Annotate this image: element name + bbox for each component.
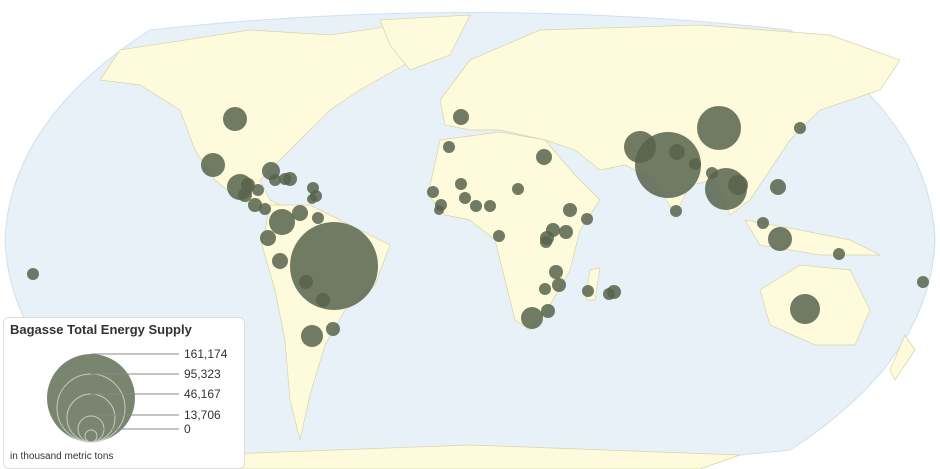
country-bubble[interactable] xyxy=(770,179,786,195)
country-bubble[interactable] xyxy=(790,294,820,324)
country-bubble[interactable] xyxy=(635,132,701,198)
country-bubble[interactable] xyxy=(470,200,482,212)
land-new-zealand xyxy=(889,334,916,381)
country-bubble[interactable] xyxy=(540,236,552,248)
country-bubble[interactable] xyxy=(223,107,247,131)
country-bubble[interactable] xyxy=(484,200,496,212)
country-bubble[interactable] xyxy=(269,174,281,186)
country-bubble[interactable] xyxy=(272,253,288,269)
country-bubble[interactable] xyxy=(301,325,323,347)
legend-circles xyxy=(47,353,179,443)
country-bubble[interactable] xyxy=(833,248,845,260)
legend-value: 95,323 xyxy=(184,367,221,381)
country-bubble[interactable] xyxy=(689,158,701,170)
country-bubble[interactable] xyxy=(248,198,262,212)
country-bubble[interactable] xyxy=(549,265,563,279)
country-bubble[interactable] xyxy=(260,230,276,246)
country-bubble[interactable] xyxy=(201,153,225,177)
country-bubble[interactable] xyxy=(563,203,577,217)
legend-title: Bagasse Total Energy Supply xyxy=(10,322,192,337)
country-bubble[interactable] xyxy=(582,285,594,297)
country-bubble[interactable] xyxy=(299,275,313,289)
country-bubble[interactable] xyxy=(307,194,317,204)
country-bubble[interactable] xyxy=(312,212,324,224)
country-bubble[interactable] xyxy=(290,222,378,310)
country-bubble[interactable] xyxy=(607,285,621,299)
country-bubble[interactable] xyxy=(27,268,39,280)
legend-value: 13,706 xyxy=(184,408,221,422)
country-bubble[interactable] xyxy=(581,213,593,225)
country-bubble[interactable] xyxy=(493,230,505,242)
country-bubble[interactable] xyxy=(326,322,340,336)
country-bubble[interactable] xyxy=(455,178,467,190)
country-bubble[interactable] xyxy=(259,203,271,215)
legend-value: 46,167 xyxy=(184,387,221,401)
country-bubble[interactable] xyxy=(238,188,252,202)
country-bubble[interactable] xyxy=(269,209,295,235)
country-bubble[interactable] xyxy=(559,225,573,239)
country-bubble[interactable] xyxy=(512,183,524,195)
legend-circle-0 xyxy=(84,429,98,443)
land-greenland xyxy=(379,14,471,71)
country-bubble[interactable] xyxy=(521,307,543,329)
country-bubble[interactable] xyxy=(541,304,555,318)
country-bubble[interactable] xyxy=(427,186,439,198)
country-bubble[interactable] xyxy=(697,106,741,150)
country-bubble[interactable] xyxy=(917,276,929,288)
legend-value: 161,174 xyxy=(184,347,228,361)
legend-unit-note: in thousand metric tons xyxy=(10,451,114,462)
country-bubble[interactable] xyxy=(453,109,469,125)
country-bubble[interactable] xyxy=(459,192,471,204)
country-bubble[interactable] xyxy=(794,122,806,134)
country-bubble[interactable] xyxy=(706,167,718,179)
legend: Bagasse Total Energy Supply 161,174 95,3… xyxy=(3,317,245,469)
country-bubble[interactable] xyxy=(443,141,455,153)
legend-value: 0 xyxy=(184,422,191,436)
country-bubble[interactable] xyxy=(536,149,552,165)
country-bubble[interactable] xyxy=(669,144,685,160)
country-bubble[interactable] xyxy=(292,205,308,221)
country-bubble[interactable] xyxy=(768,227,792,251)
country-bubble[interactable] xyxy=(757,217,769,229)
country-bubble[interactable] xyxy=(279,173,291,185)
legend-circle-161174 xyxy=(47,354,135,442)
country-bubble[interactable] xyxy=(670,205,682,217)
country-bubble[interactable] xyxy=(434,205,444,215)
country-bubble[interactable] xyxy=(728,175,748,195)
country-bubble[interactable] xyxy=(552,278,566,292)
country-bubble[interactable] xyxy=(252,184,264,196)
country-bubble[interactable] xyxy=(539,283,551,295)
country-bubble[interactable] xyxy=(316,293,330,307)
